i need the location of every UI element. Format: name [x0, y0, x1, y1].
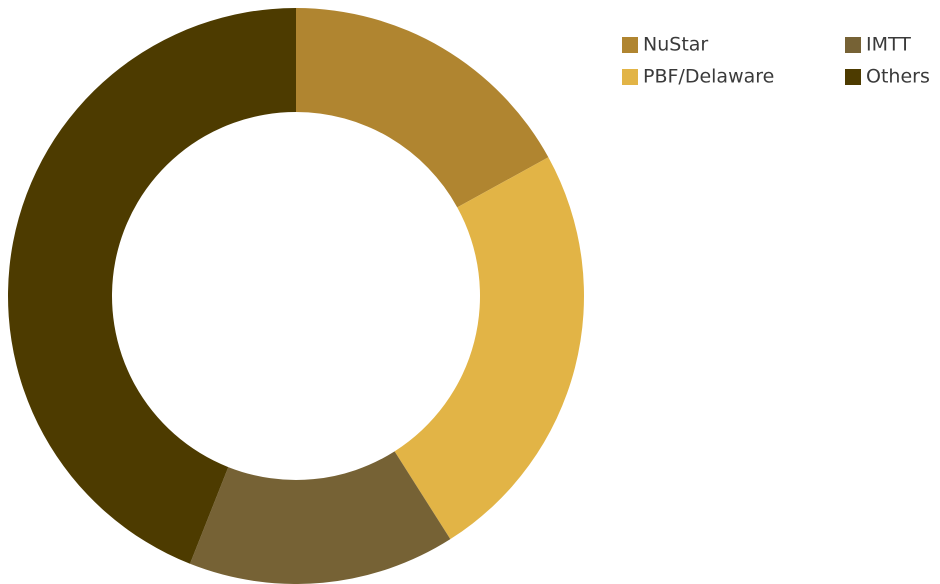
donut-slice [394, 157, 584, 540]
legend-label: IMTT [866, 34, 911, 56]
legend-swatch [845, 69, 861, 85]
legend-label: NuStar [643, 34, 708, 56]
donut-slice [189, 451, 451, 584]
legend-swatch [622, 69, 638, 85]
legend-swatch [622, 37, 638, 53]
legend-swatch [845, 37, 861, 53]
donut-slice [7, 8, 296, 564]
legend-label: Others [866, 66, 930, 88]
legend-label: PBF/Delaware [643, 66, 774, 88]
donut-slice [296, 8, 549, 208]
